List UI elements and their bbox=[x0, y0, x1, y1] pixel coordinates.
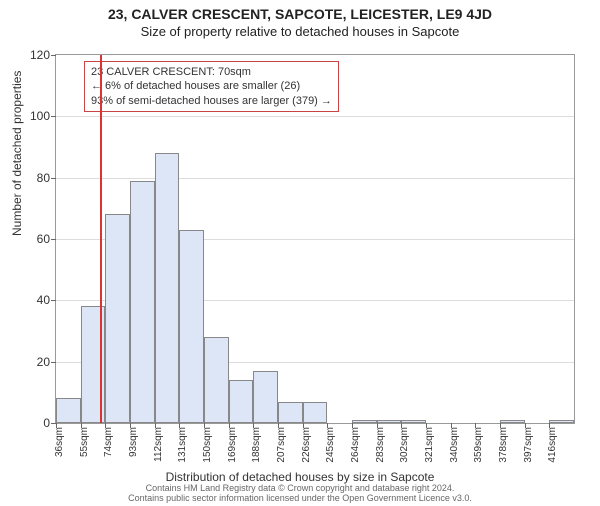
ytick-label: 0 bbox=[43, 416, 50, 430]
xtick-label: 74sqm bbox=[103, 427, 114, 457]
histogram-bar bbox=[179, 230, 204, 423]
ytick-label: 40 bbox=[37, 293, 50, 307]
xtick-label: 188sqm bbox=[251, 427, 262, 463]
xtick-label: 36sqm bbox=[54, 427, 65, 457]
ytick-label: 60 bbox=[37, 232, 50, 246]
ytick-mark bbox=[51, 55, 56, 56]
ytick-mark bbox=[51, 239, 56, 240]
xtick-label: 93sqm bbox=[128, 427, 139, 457]
ytick-mark bbox=[51, 178, 56, 179]
ytick-mark bbox=[51, 116, 56, 117]
histogram-bar bbox=[549, 420, 574, 423]
x-axis-label: Distribution of detached houses by size … bbox=[0, 470, 600, 484]
xtick-label: 226sqm bbox=[301, 427, 312, 463]
histogram-bar bbox=[303, 402, 328, 423]
xtick-label: 55sqm bbox=[79, 427, 90, 457]
histogram-bar bbox=[56, 398, 81, 423]
xtick-label: 112sqm bbox=[153, 427, 164, 462]
info-line-3: 93% of semi-detached houses are larger (… bbox=[91, 94, 332, 108]
xtick-label: 283sqm bbox=[375, 427, 386, 463]
xtick-label: 378sqm bbox=[498, 427, 509, 463]
histogram-bar bbox=[377, 420, 402, 423]
info-line-2: ← 6% of detached houses are smaller (26) bbox=[91, 79, 332, 93]
plot-area: 23 CALVER CRESCENT: 70sqm ← 6% of detach… bbox=[55, 54, 575, 424]
chart-title: 23, CALVER CRESCENT, SAPCOTE, LEICESTER,… bbox=[0, 6, 600, 22]
xtick-label: 359sqm bbox=[473, 427, 484, 463]
marker-line bbox=[100, 55, 102, 423]
xtick-label: 321sqm bbox=[424, 427, 435, 463]
xtick-label: 131sqm bbox=[177, 427, 188, 463]
footer-text: Contains HM Land Registry data © Crown c… bbox=[0, 484, 600, 504]
xtick-label: 207sqm bbox=[276, 427, 287, 463]
footer-line-2: Contains public sector information licen… bbox=[0, 494, 600, 504]
grid-line bbox=[56, 178, 574, 179]
histogram-bar bbox=[253, 371, 278, 423]
ytick-label: 80 bbox=[37, 171, 50, 185]
xtick-label: 416sqm bbox=[547, 427, 558, 463]
xtick-label: 245sqm bbox=[325, 427, 336, 463]
y-axis-label: Number of detached properties bbox=[10, 71, 24, 236]
histogram-bar bbox=[401, 420, 426, 423]
histogram-bar bbox=[278, 402, 303, 423]
ytick-mark bbox=[51, 362, 56, 363]
xtick-label: 169sqm bbox=[227, 427, 238, 463]
histogram-bar bbox=[204, 337, 229, 423]
histogram-bar bbox=[155, 153, 180, 423]
info-box: 23 CALVER CRESCENT: 70sqm ← 6% of detach… bbox=[84, 61, 339, 112]
xtick-label: 150sqm bbox=[202, 427, 213, 463]
histogram-bar bbox=[105, 214, 130, 423]
grid-line bbox=[56, 116, 574, 117]
chart-subtitle: Size of property relative to detached ho… bbox=[0, 24, 600, 39]
xtick-label: 340sqm bbox=[449, 427, 460, 463]
histogram-bar bbox=[130, 181, 155, 423]
ytick-label: 120 bbox=[30, 48, 50, 62]
ytick-mark bbox=[51, 300, 56, 301]
histogram-bar bbox=[500, 420, 525, 423]
histogram-bar bbox=[229, 380, 254, 423]
info-line-1: 23 CALVER CRESCENT: 70sqm bbox=[91, 65, 332, 79]
xtick-label: 264sqm bbox=[350, 427, 361, 463]
xtick-label: 302sqm bbox=[399, 427, 410, 463]
ytick-label: 20 bbox=[37, 355, 50, 369]
ytick-label: 100 bbox=[30, 109, 50, 123]
chart-container: 23, CALVER CRESCENT, SAPCOTE, LEICESTER,… bbox=[0, 6, 600, 506]
histogram-bar bbox=[352, 420, 377, 423]
xtick-label: 397sqm bbox=[523, 427, 534, 463]
